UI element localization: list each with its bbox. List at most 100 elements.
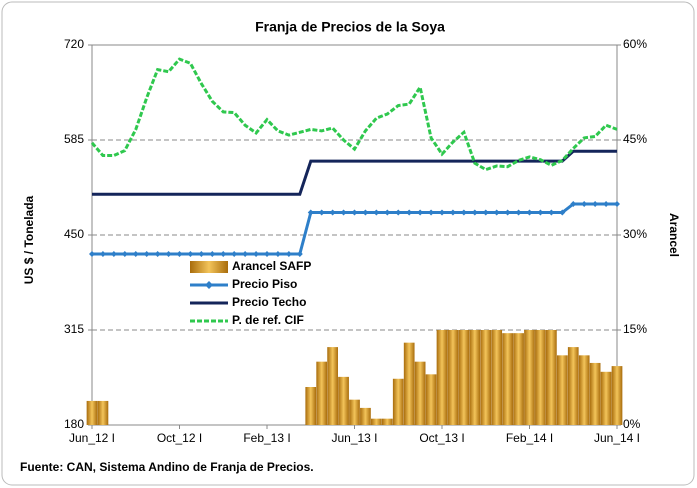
point-marker	[449, 209, 456, 216]
y2-axis-label: Arancel	[667, 213, 681, 257]
y2-tick-label: 45%	[623, 132, 647, 146]
y-tick-label: 180	[64, 417, 84, 431]
point-marker	[515, 209, 522, 216]
source-note: Fuente: CAN, Sistema Andino de Franja de…	[20, 460, 314, 474]
point-marker	[384, 209, 391, 216]
point-marker	[559, 209, 566, 216]
point-marker	[526, 209, 533, 216]
point-marker	[603, 201, 610, 208]
point-marker	[482, 209, 489, 216]
bar	[392, 378, 404, 425]
bar	[458, 330, 470, 425]
y2-tick-label: 30%	[623, 227, 647, 241]
bar	[414, 361, 426, 425]
point-marker	[285, 251, 292, 257]
x-tick-label: Oct_13 I	[419, 431, 464, 445]
point-marker	[340, 209, 347, 216]
bar	[535, 330, 546, 425]
point-marker	[493, 209, 500, 216]
point-marker	[198, 251, 205, 257]
point-marker	[428, 209, 435, 216]
point-marker	[373, 209, 380, 216]
legend-marker	[205, 281, 213, 289]
bar	[469, 330, 481, 425]
point-marker	[439, 209, 445, 216]
bar	[338, 376, 349, 425]
bar	[502, 333, 513, 425]
bar	[447, 330, 459, 425]
x-tick-label: Jun_13 I	[331, 431, 377, 445]
bar	[600, 371, 612, 425]
bar	[524, 330, 535, 425]
point-marker	[165, 251, 172, 257]
point-marker	[253, 251, 260, 257]
point-marker	[504, 209, 511, 216]
bar	[86, 400, 98, 425]
bar	[567, 347, 579, 425]
bar	[589, 362, 601, 425]
point-marker	[231, 251, 238, 257]
point-marker	[132, 251, 139, 257]
bar	[316, 361, 328, 425]
point-marker	[143, 251, 150, 257]
point-marker	[570, 201, 577, 208]
bar	[513, 333, 524, 425]
y-axis-label: US $ / Tonelada	[22, 195, 36, 284]
point-marker	[307, 209, 314, 216]
point-marker	[121, 251, 128, 257]
bar	[425, 374, 437, 425]
y-tick-label: 315	[64, 322, 84, 336]
bar	[491, 330, 503, 425]
point-marker	[362, 209, 369, 216]
legend-label: Arancel SAFP	[232, 259, 311, 273]
point-marker	[89, 251, 95, 257]
y-tick-label: 720	[64, 37, 84, 51]
point-marker	[592, 201, 599, 208]
point-marker	[274, 251, 281, 257]
x-tick-label: Oct_12 I	[157, 431, 202, 445]
point-marker	[242, 251, 249, 257]
bar	[480, 330, 492, 425]
point-marker	[296, 251, 303, 257]
bar	[327, 347, 338, 425]
legend-swatch	[190, 261, 228, 273]
point-marker	[351, 209, 358, 216]
point-marker	[471, 209, 478, 216]
bar	[403, 342, 415, 425]
bar	[546, 330, 557, 425]
point-marker	[537, 209, 544, 216]
line-series	[90, 57, 618, 172]
x-tick-label: Jun_14 I	[594, 431, 640, 445]
point-marker	[154, 251, 161, 257]
point-marker	[406, 209, 413, 216]
point-marker	[417, 209, 424, 216]
point-marker	[614, 201, 620, 208]
point-marker	[99, 251, 106, 257]
line-series	[92, 149, 617, 196]
bar	[349, 399, 360, 425]
point-marker	[220, 251, 227, 257]
bar	[371, 418, 382, 425]
point-marker	[460, 209, 467, 216]
y2-tick-label: 15%	[623, 322, 647, 336]
bar	[578, 355, 590, 425]
x-tick-label: Jun_12 I	[69, 431, 115, 445]
y2-tick-label: 60%	[623, 37, 647, 51]
point-marker	[548, 209, 555, 216]
bar	[381, 418, 393, 425]
x-tick-label: Feb_13 I	[243, 431, 290, 445]
legend-label: P. de ref. CIF	[232, 313, 304, 327]
point-marker	[110, 251, 117, 257]
bar	[97, 400, 109, 425]
bar	[360, 407, 371, 425]
x-tick-label: Feb_14 I	[506, 431, 553, 445]
point-marker	[209, 251, 216, 257]
point-marker	[187, 251, 194, 257]
point-marker	[264, 251, 270, 257]
y-tick-label: 450	[64, 227, 84, 241]
y2-tick-label: 0%	[623, 417, 641, 431]
point-marker	[581, 201, 588, 208]
chart-title: Franja de Precios de la Soya	[255, 19, 445, 35]
point-marker	[395, 209, 402, 216]
bar	[305, 387, 317, 425]
